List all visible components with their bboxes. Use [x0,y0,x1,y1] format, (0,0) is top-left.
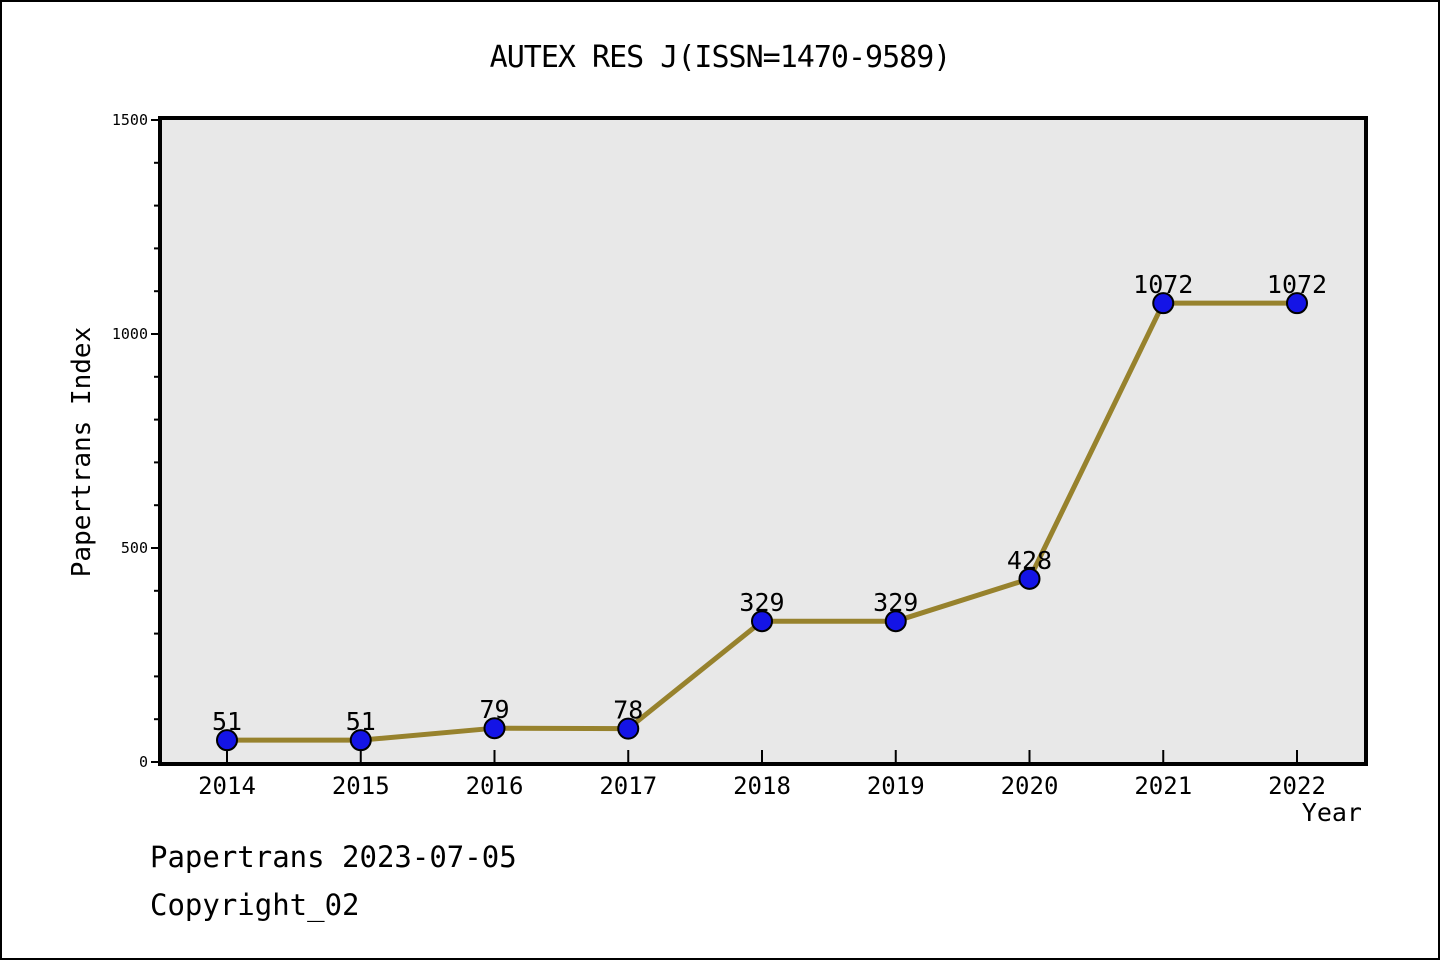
x-tick-label: 2018 [733,772,791,800]
data-point-label: 329 [873,588,918,617]
x-tick-label: 2014 [198,772,256,800]
data-point-label: 51 [346,707,376,736]
x-tick-label: 2020 [1001,772,1059,800]
chart-title: AUTEX RES J(ISSN=1470-9589) [489,40,952,75]
footer-copyright: Copyright_02 [150,888,360,922]
plot-background [158,116,1368,766]
data-point [751,610,773,633]
y-axis-label: Papertrans Index [67,326,97,578]
data-point-label: 329 [739,588,784,617]
x-tick-label: 2015 [332,772,390,800]
x-tick-label: 2021 [1134,772,1192,800]
data-point-label: 1072 [1267,270,1327,299]
data-point-label: 1072 [1133,270,1193,299]
data-point [349,729,372,752]
y-tick-label: 1500 [112,111,148,129]
data-point [1152,292,1175,315]
data-point [1286,292,1308,315]
data-point-label: 428 [1007,546,1052,575]
x-tick-label: 2022 [1268,772,1326,800]
y-tick-label: 0 [139,753,148,771]
x-tick-label: 2016 [466,772,524,800]
data-point [884,610,907,633]
x-axis-label: Year [1301,798,1362,827]
footer-source-date: Papertrans 2023-07-05 [150,840,517,874]
y-tick-label: 500 [121,539,148,557]
x-tick-label: 2019 [867,772,925,800]
y-tick-label: 1000 [112,325,148,343]
data-point [216,729,238,752]
x-tick-label: 2017 [599,772,657,800]
data-point [1018,567,1041,590]
data-point-label: 51 [212,707,242,736]
data-point-label: 79 [479,695,509,724]
data-point-label: 78 [613,696,643,725]
data-point [617,717,640,740]
data-point [483,717,506,740]
